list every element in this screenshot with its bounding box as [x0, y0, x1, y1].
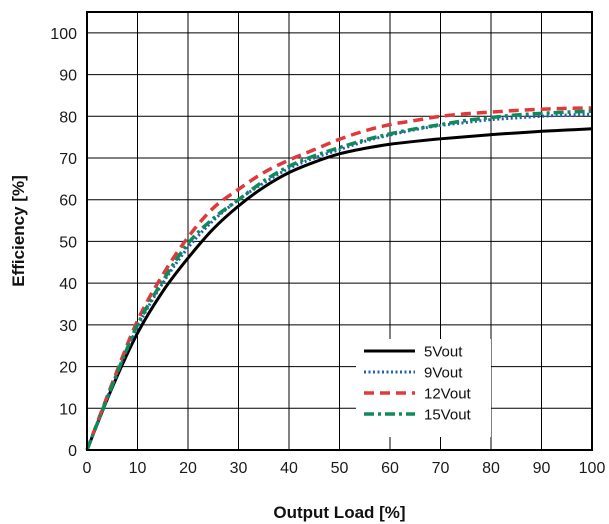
- legend: 5Vout 9Vout 12Vout 15Vout: [356, 339, 491, 437]
- x-tick-label: 90: [533, 460, 551, 477]
- y-tick-label: 10: [59, 401, 77, 418]
- legend-label: 5Vout: [424, 344, 463, 361]
- y-tick-label: 90: [59, 68, 77, 85]
- series-line-5vout: [85, 127, 593, 451]
- y-axis-ticks: 0 10 20 30 40 50 60 70 80 90 100: [50, 26, 77, 460]
- x-tick-label: 80: [482, 460, 500, 477]
- y-tick-label: 20: [59, 360, 77, 377]
- x-tick-label: 100: [579, 460, 606, 477]
- y-tick-label: 0: [68, 443, 77, 460]
- series-line-15vout: [85, 109, 593, 451]
- plot-frame: [86, 11, 593, 451]
- y-tick-label: 60: [59, 193, 77, 210]
- legend-box: [356, 339, 491, 437]
- x-axis-label: Output Load [%]: [273, 503, 405, 522]
- legend-label: 15Vout: [424, 407, 472, 424]
- x-axis-ticks: 0 10 20 30 40 50 60 70 80 90 100: [83, 460, 606, 477]
- legend-label: 12Vout: [424, 386, 472, 403]
- y-tick-label: 50: [59, 234, 77, 251]
- x-tick-label: 0: [83, 460, 92, 477]
- y-tick-label: 70: [59, 151, 77, 168]
- y-tick-label: 80: [59, 109, 77, 126]
- x-tick-label: 10: [129, 460, 147, 477]
- series-line-12vout: [85, 106, 593, 451]
- y-tick-label: 30: [59, 318, 77, 335]
- grid-lines: [86, 12, 593, 451]
- x-tick-label: 40: [280, 460, 298, 477]
- legend-label: 9Vout: [424, 365, 463, 382]
- x-tick-label: 20: [179, 460, 197, 477]
- x-tick-label: 50: [331, 460, 349, 477]
- x-tick-label: 70: [432, 460, 450, 477]
- y-tick-label: 40: [59, 276, 77, 293]
- x-tick-label: 30: [230, 460, 248, 477]
- y-axis-label: Efficiency [%]: [9, 175, 28, 286]
- x-tick-label: 60: [381, 460, 399, 477]
- y-tick-label: 100: [50, 26, 77, 43]
- series-line-9vout: [85, 112, 593, 451]
- series-lines: [85, 106, 593, 451]
